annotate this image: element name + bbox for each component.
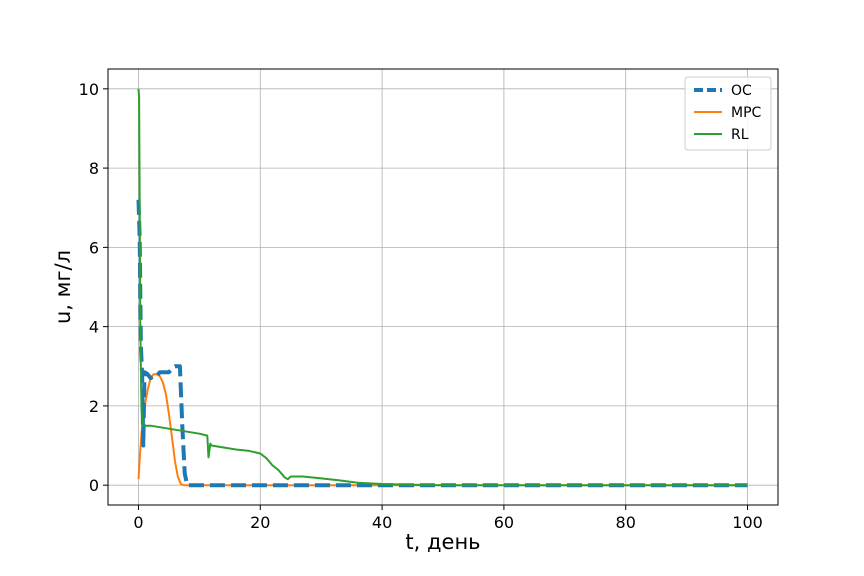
x-tick-label: 20 [250, 513, 270, 532]
legend-label: MPC [731, 105, 762, 121]
legend-label: RL [731, 127, 749, 143]
y-tick-label: 0 [89, 476, 99, 495]
axis-ticks: 0 20 40 60 80 100 0 2 4 6 8 10 [79, 80, 763, 532]
legend: OC MPC RL [684, 76, 772, 151]
legend-box [684, 76, 772, 151]
y-tick-label: 10 [79, 80, 99, 99]
y-tick-label: 4 [89, 318, 99, 337]
y-tick-label: 2 [89, 397, 99, 416]
x-axis-title: t, день [405, 530, 480, 554]
y-tick-label: 6 [89, 238, 99, 257]
legend-label: OC [731, 83, 752, 99]
series-line-oc [136, 199, 748, 488]
x-tick-label: 80 [616, 513, 636, 532]
y-tick-label: 8 [89, 159, 99, 178]
x-tick-label: 40 [372, 513, 392, 532]
x-tick-label: 60 [494, 513, 514, 532]
series-lines [136, 88, 748, 488]
series-line-rl [137, 88, 748, 487]
plot-area-frame [107, 68, 779, 506]
x-tick-label: 100 [732, 513, 763, 532]
grid [108, 69, 778, 505]
y-axis-title: u, мг/л [51, 250, 75, 324]
x-tick-label: 0 [133, 513, 143, 532]
